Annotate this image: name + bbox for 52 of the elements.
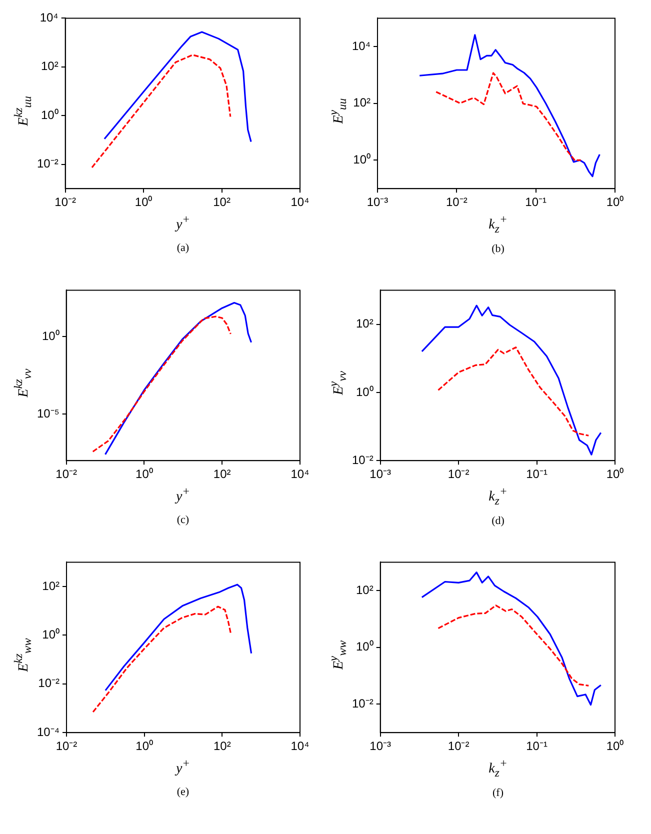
y-tick-label: 10⁻² (37, 156, 58, 171)
x-tick-label: 10⁻² (56, 739, 78, 754)
text: (e) (176, 786, 190, 798)
x-tick-label: 10⁻³ (366, 195, 388, 210)
text: (f) (492, 787, 504, 800)
x-tick-label: 10⁴ (290, 467, 310, 482)
x-tick-label: 10⁻³ (370, 739, 392, 754)
y-tick-label: 10² (356, 316, 374, 331)
y-tick-label: 10⁻² (352, 696, 374, 711)
y-tick-label: 10² (41, 59, 58, 74)
text: (a) (176, 242, 190, 254)
x-tick-label: 10⁻² (446, 195, 468, 210)
y-tick-label: 10⁻⁵ (36, 406, 60, 420)
x-tick-label: 10² (213, 467, 231, 482)
y-tick-label: 10⁰ (42, 628, 60, 642)
text: (d) (492, 515, 504, 528)
x-tick-label: 10⁰ (606, 195, 624, 210)
y-tick-label: 10⁰ (356, 384, 374, 399)
x-tick-label: 10⁻¹ (526, 739, 548, 754)
x-tick-label: 10² (213, 739, 231, 754)
y-tick-label: 10⁴ (352, 38, 371, 53)
y-tick-label: 10² (356, 582, 374, 597)
x-tick-label: 10⁰ (134, 195, 152, 210)
x-tick-label: 10⁰ (136, 467, 153, 482)
x-tick-label: 10⁻² (448, 739, 470, 754)
x-tick-label: 10⁻¹ (525, 195, 547, 210)
x-tick-label: 10⁻³ (370, 467, 392, 482)
x-tick-label: 10⁰ (606, 739, 624, 754)
x-tick-label: 10⁻¹ (526, 467, 548, 482)
y-tick-label: 10⁻² (352, 452, 374, 467)
x-tick-label: 10² (213, 195, 230, 210)
x-tick-label: 10⁰ (606, 467, 624, 482)
text: (c) (176, 514, 190, 526)
x-axis-title: y$^{+}$ (176, 485, 190, 506)
y-tick-label: 10⁰ (42, 328, 60, 343)
x-tick-label: 10⁻² (448, 467, 470, 482)
y-tick-label: 10⁰ (40, 108, 58, 122)
y-tick-label: 10⁰ (353, 152, 371, 167)
y-tick-label: 10² (42, 578, 60, 593)
x-tick-label: 10⁴ (290, 739, 310, 754)
text: (b) (492, 243, 504, 256)
x-axis-title: y$^{+}$ (176, 213, 190, 234)
x-axis-title: y$^{+}$ (176, 757, 190, 778)
y-tick-label: 10⁰ (356, 640, 374, 654)
x-tick-label: 10⁴ (290, 195, 310, 210)
x-tick-label: 10⁻² (54, 195, 76, 210)
y-tick-label: 10⁻⁴ (36, 724, 60, 739)
y-tick-label: 10⁻² (38, 676, 60, 690)
x-tick-label: 10⁰ (136, 739, 154, 754)
y-tick-label: 10⁴ (40, 10, 58, 25)
y-tick-label: 10² (353, 96, 371, 110)
x-tick-label: 10⁻² (56, 467, 77, 482)
